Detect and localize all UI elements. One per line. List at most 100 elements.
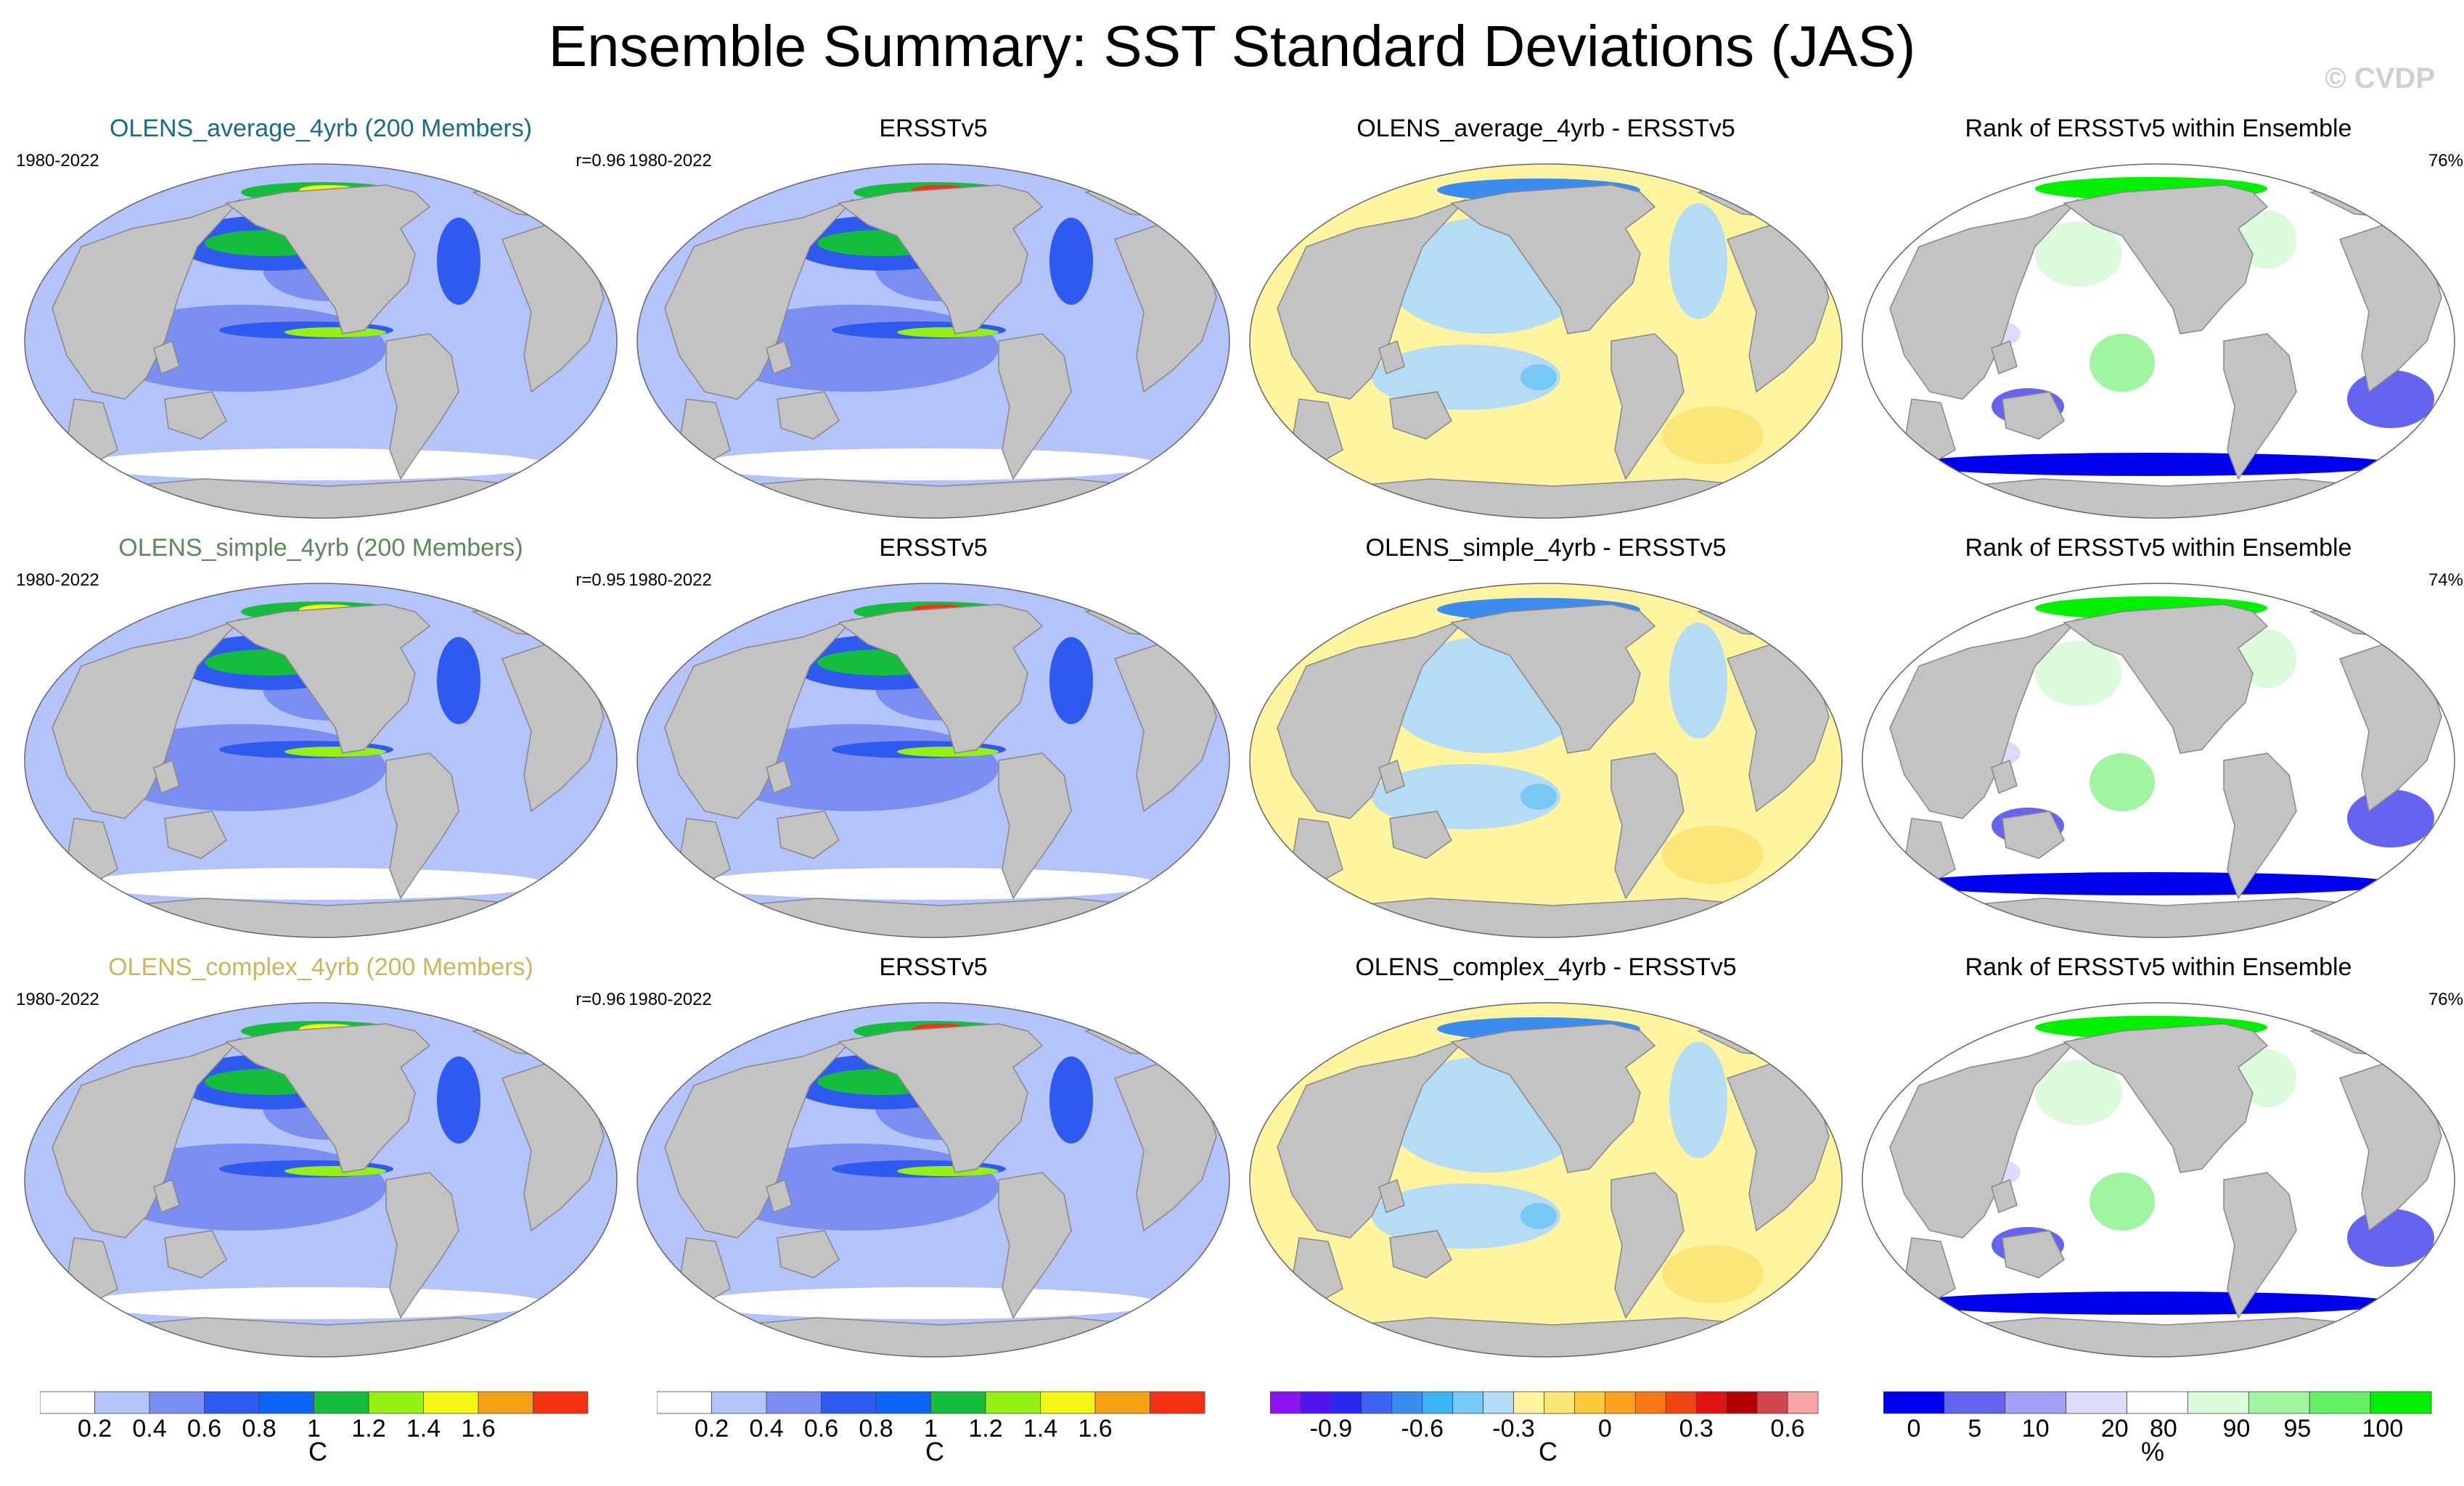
south-america-land (385, 1172, 459, 1319)
eurasia-land (52, 1038, 242, 1239)
sd-enso-core (285, 1166, 386, 1176)
sd-enso-core (285, 747, 386, 757)
colorbar-swatch (314, 1391, 369, 1414)
north-america-land (2063, 604, 2269, 754)
colorbar-label: 0 (1598, 1415, 1612, 1442)
colorbar-label: 10 (2022, 1415, 2050, 1442)
colorbar-swatch (875, 1391, 931, 1414)
colorbar-label: -0.9 (1310, 1415, 1353, 1442)
colorbar-swatch (2066, 1391, 2127, 1414)
south-america-land (1610, 1172, 1685, 1319)
sd-southern-ocean-low (694, 448, 1158, 480)
north-america-land (838, 184, 1044, 334)
north-america-land (1450, 1023, 1656, 1173)
maritime-continent-land (153, 1178, 180, 1214)
diff-satlantic-warm (1662, 826, 1764, 884)
panel-title: OLENS_complex_4yrb (200 Members) (108, 953, 533, 981)
maritime-continent-land (1991, 759, 2018, 795)
colorbar-unit: C (925, 1437, 944, 1466)
maritime-continent-land (153, 759, 180, 795)
colorbar-label: 100 (2362, 1415, 2404, 1442)
colorbar-swatch (1604, 1391, 1636, 1414)
australia-land (1389, 391, 1452, 440)
eurasia-land (1889, 199, 2079, 400)
colorbar-swatch (1150, 1391, 1206, 1414)
colorbar-swatch (533, 1391, 589, 1414)
panel-title: OLENS_average_4yrb (200 Members) (109, 115, 533, 142)
colorbar-swatch (1094, 1391, 1150, 1414)
eurasia-land (664, 618, 854, 819)
colorbar-label: 5 (1968, 1415, 1981, 1442)
diff-core-cool (1520, 1203, 1557, 1229)
projection-map (1862, 583, 2455, 938)
map-panel: ERSSTv5 1980-2022 (629, 534, 1238, 942)
panel-years: 1980-2022 (629, 151, 712, 171)
panel-years: 1980-2022 (16, 990, 99, 1009)
colorbar-swatch (1726, 1391, 1758, 1414)
diff-atlantic-cool (1669, 623, 1727, 739)
panel-title: OLENS_simple_4yrb - ERSSTv5 (1365, 534, 1727, 562)
colorbar-label: 0.6 (1770, 1415, 1804, 1442)
colorbar-label: 0.2 (695, 1415, 729, 1442)
projection-map (24, 163, 618, 519)
south-america-land (2223, 752, 2297, 900)
sd-southern-ocean-low (81, 868, 546, 900)
colorbar-label: 0.3 (1679, 1415, 1714, 1442)
australia-land (2002, 391, 2065, 440)
colorbar-unit: % (2141, 1437, 2165, 1466)
diff-core-cool (1520, 784, 1557, 810)
maritime-continent-land (766, 1178, 793, 1214)
panel-statistic: 76% (2428, 151, 2463, 171)
colorbar-label: 20 (2101, 1415, 2129, 1442)
sd-southern-ocean-low (81, 448, 546, 480)
colorbar-label: 1.2 (351, 1415, 385, 1442)
rank-southern-ocean-low (1904, 453, 2398, 476)
colorbar-swatch (1513, 1391, 1544, 1414)
eurasia-land (664, 1038, 854, 1239)
colorbar-label: 1.4 (406, 1415, 441, 1442)
sd-atlantic-field (1049, 1056, 1093, 1144)
colorbar-swatch (2370, 1391, 2432, 1414)
rank-spacific-high (2090, 753, 2155, 811)
eurasia-land (1277, 1038, 1467, 1239)
colorbar-label: 0.8 (859, 1415, 893, 1442)
colorbar-swatch (985, 1391, 1041, 1414)
eurasia-land (52, 199, 242, 400)
map-outline (1862, 583, 2455, 938)
colorbar-swatch (1695, 1391, 1727, 1414)
colorbar-swatch (2248, 1391, 2310, 1414)
south-america-land (998, 1172, 1072, 1319)
colorbar-swatch (1574, 1391, 1605, 1414)
north-america-land (2063, 1023, 2269, 1173)
colorbar-1: 0.2 0.4 0.6 0.8 1 1.2 1.4 1.6 C (657, 1387, 1223, 1466)
panel-title: ERSSTv5 (879, 534, 988, 562)
colorbar-label: 90 (2223, 1415, 2251, 1442)
map-panel: Rank of ERSSTv5 within Ensemble 76% (1854, 115, 2463, 522)
colorbar-swatch (478, 1391, 533, 1414)
projection-map (24, 583, 618, 938)
north-america-land (225, 1023, 431, 1173)
australia-land (164, 1230, 227, 1278)
rank-npacific-high (2035, 221, 2122, 287)
map-outline (637, 163, 1230, 519)
north-america-land (838, 1023, 1044, 1173)
panel-statistic: 76% (2428, 990, 2463, 1009)
panel-statistic: r=0.96 (576, 151, 626, 171)
south-america-land (1610, 752, 1685, 900)
colorbar-swatch (1883, 1391, 1945, 1414)
rank-satlantic-low (2347, 789, 2434, 847)
australia-land (164, 391, 227, 440)
colorbar-swatch (1270, 1391, 1301, 1414)
map-panel: Rank of ERSSTv5 within Ensemble 76% (1854, 953, 2463, 1361)
colorbar-label: 0.4 (132, 1415, 166, 1442)
map-panel: ERSSTv5 1980-2022 (629, 953, 1238, 1361)
maritime-continent-land (1378, 759, 1405, 795)
map-panel: OLENS_complex_4yrb (200 Members) 1980-202… (16, 953, 626, 1361)
projection-map (637, 1002, 1230, 1358)
colorbar-swatch (2309, 1391, 2371, 1414)
projection-map (24, 1002, 618, 1358)
sd-enso-core (897, 1166, 999, 1176)
panel-years: 1980-2022 (16, 570, 99, 590)
map-panel: OLENS_complex_4yrb - ERSSTv5 (1241, 953, 1851, 1361)
projection-map (1249, 1002, 1843, 1358)
